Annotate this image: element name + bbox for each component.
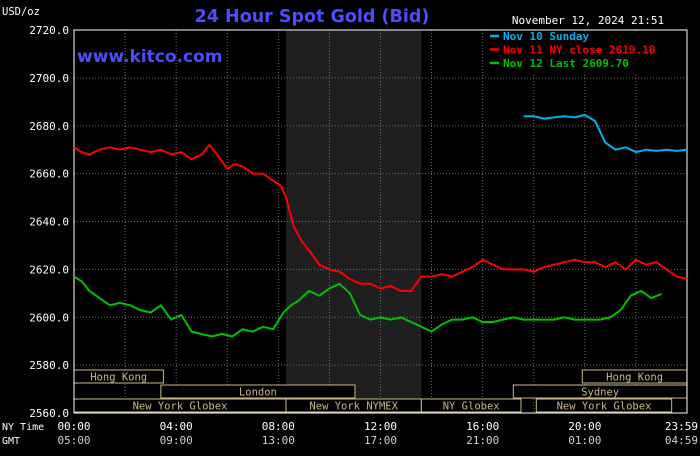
market-session-label: New York NYMEX [309,401,398,413]
y-tick-label: 2660.0 [29,168,69,181]
x-tick-label: 04:00 [160,420,193,433]
market-session-bar [160,384,356,399]
x-tick-label: 09:00 [160,434,193,447]
y-tick-label: 2700.0 [29,72,69,85]
legend-entry: Nov 12 Last 2609.70 [503,57,629,70]
datetime-stamp: November 12, 2024 21:51 [512,14,664,27]
unit-label: USD/oz [2,6,40,18]
market-session-label: New York Globex [133,401,228,413]
legend-entry: Nov 11 NY close 2619.10 [503,44,655,57]
y-tick-label: 2580.0 [29,359,69,372]
x-tick-label: 17:00 [364,434,397,447]
x-tick-label: 20:00 [568,420,601,433]
market-session-label: Sydney [581,387,619,399]
x-axis-row-label: NY Time [2,422,44,433]
site-watermark: www.kitco.com [77,47,222,67]
x-tick-label: 05:00 [57,434,90,447]
x-tick-label: 04:59 [665,434,698,447]
series-line [523,114,688,154]
legend-background [486,31,686,75]
market-session-bar [420,398,522,413]
x-tick-label: 08:00 [262,420,295,433]
market-session-label: London [239,387,277,399]
y-tick-label: 2680.0 [29,120,69,133]
plot-area: 2560.0 2580.0 2600.0 2620.0 2640.0 2660.0 2680… [2,24,698,447]
chart-title: 24 Hour Spot Gold (Bid) [195,7,430,27]
market-session-label: NY Globex [443,401,500,413]
y-tick-label: 2640.0 [29,216,69,229]
plot-frame [73,29,688,414]
x-tick-label: 01:00 [568,434,601,447]
y-tick-label: 2600.0 [29,311,69,324]
y-tick-label: 2560.0 [29,407,69,420]
market-session-label: New York Globex [557,401,652,413]
series-line [73,275,662,338]
x-tick-label: 13:00 [262,434,295,447]
y-tick-label: 2620.0 [29,263,69,276]
series-line [73,143,688,292]
x-tick-label: 21:00 [466,434,499,447]
x-tick-label: 12:00 [364,420,397,433]
market-session-bar [535,398,673,413]
market-session-label: Hong Kong [90,372,147,384]
x-tick-label: 23:59 [665,420,698,433]
y-tick-label: 2720.0 [29,24,69,37]
x-axis-row-label: GMT [2,436,20,447]
legend-entry: Nov 10 Sunday [503,30,589,43]
market-session-label: Hong Kong [606,372,663,384]
x-tick-label: 16:00 [466,420,499,433]
x-tick-label: 00:00 [57,420,90,433]
